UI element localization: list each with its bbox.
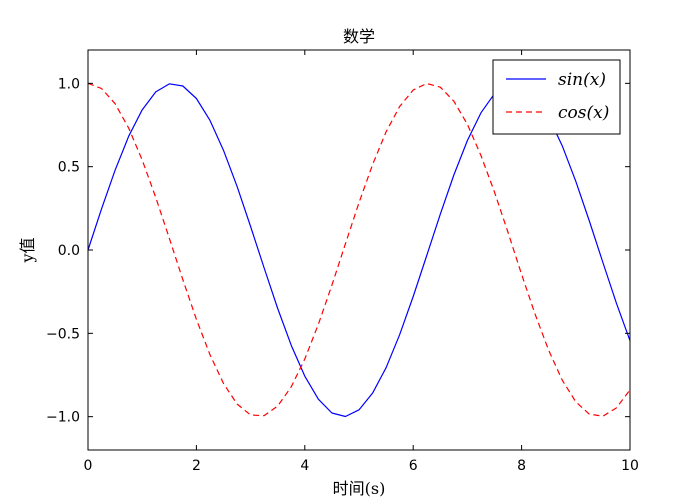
chart-title: 数学 (343, 27, 375, 46)
x-tick-label: 10 (621, 458, 639, 474)
legend-box (492, 59, 621, 135)
legend: sin(x) cos(x) (492, 59, 621, 135)
x-tick-label: 4 (300, 458, 309, 474)
axis-ticks (87, 50, 631, 450)
legend-label-sin: sin(x) (558, 70, 606, 90)
y-tick-label: 0.5 (58, 160, 80, 176)
x-tick-label: 6 (409, 458, 418, 474)
legend-label-cos: cos(x) (558, 103, 609, 123)
x-tick-label: 2 (192, 458, 201, 474)
series-line-1 (87, 82, 631, 417)
y-axis-label: y值 (18, 237, 37, 263)
y-tick-label: 0.0 (58, 243, 80, 259)
x-tick-label: 0 (84, 458, 93, 474)
axis-tick-labels: 0 2 4 6 8 10 −1.0 −0.5 0.0 0.5 1.0 (46, 76, 639, 474)
x-axis-label: 时间(s) (333, 479, 386, 498)
y-tick-label: −1.0 (46, 410, 80, 426)
y-tick-label: −0.5 (46, 326, 80, 342)
x-tick-label: 8 (517, 458, 526, 474)
y-tick-label: 1.0 (58, 76, 80, 92)
